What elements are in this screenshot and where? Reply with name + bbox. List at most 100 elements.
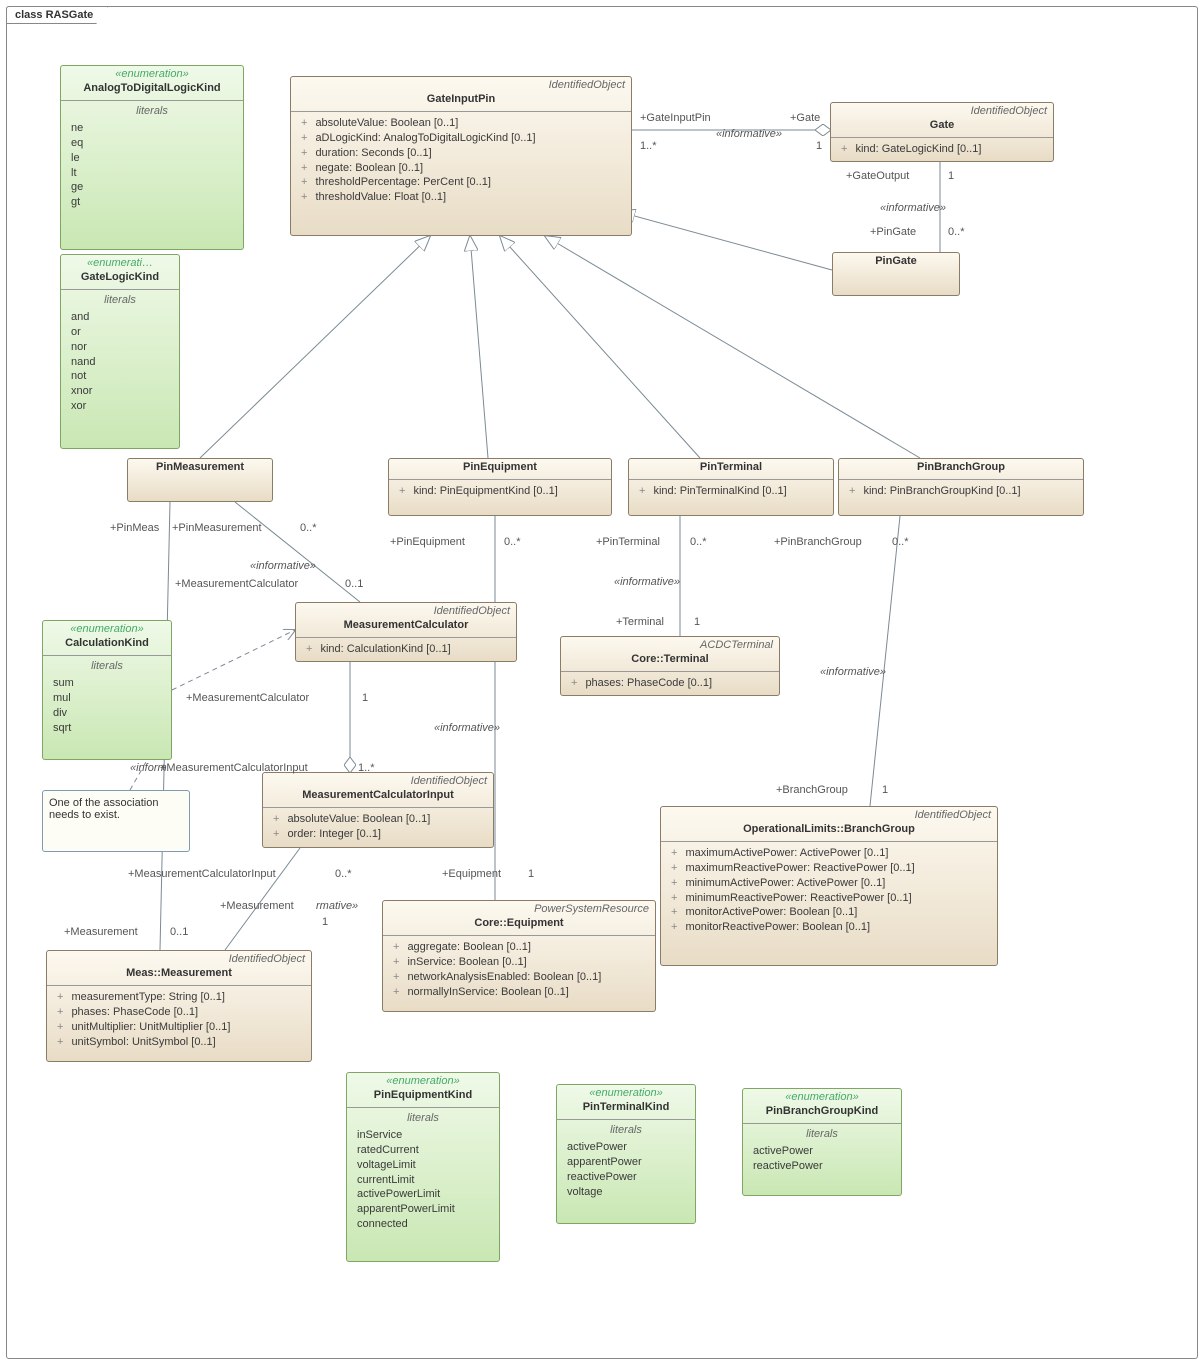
edge-label: +MeasurementCalculatorInput bbox=[128, 868, 276, 880]
attributes-list: activePowerapparentPowerreactivePowervol… bbox=[557, 1138, 695, 1205]
class-title: CalculationKind bbox=[43, 635, 171, 653]
attributes-list: andornornandnotxnorxor bbox=[61, 308, 179, 420]
superclass-label: ACDCTerminal bbox=[561, 637, 779, 651]
attributes-list: +phases: PhaseCode [0..1] bbox=[561, 674, 779, 696]
superclass-label: IdentifiedObject bbox=[263, 773, 493, 787]
attributes-list: inServiceratedCurrentvoltageLimitcurrent… bbox=[347, 1126, 499, 1238]
section-label: literals bbox=[743, 1126, 901, 1142]
superclass-label: IdentifiedObject bbox=[47, 951, 311, 965]
edge-label: +Terminal bbox=[616, 616, 664, 628]
edge-label: «informative» bbox=[614, 576, 680, 588]
edge-label: «informative» bbox=[250, 560, 316, 572]
edge-label: +Equipment bbox=[442, 868, 501, 880]
uml-class-PinGate: PinGate bbox=[832, 252, 960, 296]
class-title: MeasurementCalculatorInput bbox=[263, 787, 493, 805]
edge-label: 1..* bbox=[640, 140, 657, 152]
superclass-label: IdentifiedObject bbox=[661, 807, 997, 821]
class-title: GateInputPin bbox=[291, 91, 631, 109]
edge-label: +PinBranchGroup bbox=[774, 536, 862, 548]
edge-label: 1 bbox=[528, 868, 534, 880]
edge-label: 0..* bbox=[300, 522, 317, 534]
uml-class-diagram: class RASGate «enumeration»AnalogToDigit… bbox=[0, 0, 1204, 1365]
stereotype-label: «enumeration» bbox=[61, 66, 243, 80]
edge-label: +MeasurementCalculatorInput bbox=[160, 762, 308, 774]
class-title: PinBranchGroup bbox=[839, 459, 1083, 477]
edge-label: 1..* bbox=[358, 762, 375, 774]
class-title: PinTerminalKind bbox=[557, 1099, 695, 1117]
edge-label: +PinGate bbox=[870, 226, 916, 238]
uml-class-CoreEquipment: PowerSystemResourceCore::Equipment+aggre… bbox=[382, 900, 656, 1012]
uml-enum-PinEquipmentKind: «enumeration»PinEquipmentKindliteralsinS… bbox=[346, 1072, 500, 1262]
edge-label: 0..* bbox=[504, 536, 521, 548]
uml-class-MeasMeasurement: IdentifiedObjectMeas::Measurement+measur… bbox=[46, 950, 312, 1062]
edge-label: +PinEquipment bbox=[390, 536, 465, 548]
edge-label: 1 bbox=[322, 916, 328, 928]
class-title: PinEquipmentKind bbox=[347, 1087, 499, 1105]
stereotype-label: «enumerati… bbox=[61, 255, 179, 269]
class-title: PinGate bbox=[833, 253, 959, 271]
uml-class-CoreTerminal: ACDCTerminalCore::Terminal+phases: Phase… bbox=[560, 636, 780, 696]
edge-label: +MeasurementCalculator bbox=[186, 692, 309, 704]
attributes-list: +kind: GateLogicKind [0..1] bbox=[831, 140, 1053, 162]
uml-class-PinEquipment: PinEquipment+kind: PinEquipmentKind [0..… bbox=[388, 458, 612, 516]
uml-enum-PinTerminalKind: «enumeration»PinTerminalKind literalsacti… bbox=[556, 1084, 696, 1224]
edge-label: +Gate bbox=[790, 112, 820, 124]
diagram-title: class RASGate bbox=[6, 6, 108, 24]
superclass-label: IdentifiedObject bbox=[831, 103, 1053, 117]
uml-enum-GateLogicKind: «enumerati…GateLogicKind literalsandornor… bbox=[60, 254, 180, 449]
attributes-list: +absoluteValue: Boolean [0..1]+aDLogicKi… bbox=[291, 114, 631, 211]
edge-label: +PinMeasurement bbox=[172, 522, 262, 534]
edge-label: 0..1 bbox=[170, 926, 188, 938]
edge-label: 0..1 bbox=[345, 578, 363, 590]
edge-label: rmative» bbox=[316, 900, 358, 912]
edge-label: 1 bbox=[948, 170, 954, 182]
uml-class-MeasurementCalculatorInput: IdentifiedObjectMeasurementCalculatorInp… bbox=[262, 772, 494, 848]
edge-label: 0..* bbox=[892, 536, 909, 548]
attributes-list: neeqleltgegt bbox=[61, 119, 243, 216]
edge-label: +GateOutput bbox=[846, 170, 909, 182]
stereotype-label: «enumeration» bbox=[43, 621, 171, 635]
uml-class-BranchGroup: IdentifiedObjectOperationalLimits::Branc… bbox=[660, 806, 998, 966]
class-title: AnalogToDigitalLogicKind bbox=[61, 80, 243, 98]
uml-class-MeasurementCalculator: IdentifiedObjectMeasurementCalculator+ki… bbox=[295, 602, 517, 662]
superclass-label: IdentifiedObject bbox=[291, 77, 631, 91]
edge-label: «informative» bbox=[434, 722, 500, 734]
uml-class-PinBranchGroup: PinBranchGroup +kind: PinBranchGroupKind … bbox=[838, 458, 1084, 516]
stereotype-label: «enumeration» bbox=[557, 1085, 695, 1099]
attributes-list: summuldivsqrt bbox=[43, 674, 171, 741]
uml-enum-PinBranchGroupKind: «enumeration»PinBranchGroupKindliteralsa… bbox=[742, 1088, 902, 1196]
edge-label: +BranchGroup bbox=[776, 784, 848, 796]
edge-label: +GateInputPin bbox=[640, 112, 711, 124]
attributes-list: +kind: PinBranchGroupKind [0..1] bbox=[839, 482, 1083, 505]
edge-label: +PinMeas bbox=[110, 522, 159, 534]
edge-label: 0..* bbox=[948, 226, 965, 238]
uml-class-GateInputPin: IdentifiedObjectGateInputPin +absoluteVal… bbox=[290, 76, 632, 236]
section-label: literals bbox=[61, 103, 243, 119]
class-title: PinEquipment bbox=[389, 459, 611, 477]
attributes-list: +measurementType: String [0..1]+phases: … bbox=[47, 988, 311, 1055]
class-title: Gate bbox=[831, 117, 1053, 135]
class-title: OperationalLimits::BranchGroup bbox=[661, 821, 997, 839]
section-label: literals bbox=[43, 658, 171, 674]
attributes-list: +maximumActivePower: ActivePower [0..1]+… bbox=[661, 844, 997, 941]
edge-label: 1 bbox=[816, 140, 822, 152]
edge-label: +PinTerminal bbox=[596, 536, 660, 548]
class-title: PinBranchGroupKind bbox=[743, 1103, 901, 1121]
class-title: PinMeasurement bbox=[128, 459, 272, 477]
class-title: Meas::Measurement bbox=[47, 965, 311, 983]
class-title: MeasurementCalculator bbox=[296, 617, 516, 635]
edge-label: 0..* bbox=[690, 536, 707, 548]
class-title: Core::Equipment bbox=[383, 915, 655, 933]
class-title: GateLogicKind bbox=[61, 269, 179, 287]
attributes-list: +absoluteValue: Boolean [0..1]+order: In… bbox=[263, 810, 493, 848]
uml-class-Gate: IdentifiedObjectGate +kind: GateLogicKind… bbox=[830, 102, 1054, 162]
attributes-list: +aggregate: Boolean [0..1]+inService: Bo… bbox=[383, 938, 655, 1005]
edge-label: «informative» bbox=[820, 666, 886, 678]
class-title: PinTerminal bbox=[629, 459, 833, 477]
edge-label: 0..* bbox=[335, 868, 352, 880]
section-label: literals bbox=[347, 1110, 499, 1126]
uml-class-PinMeasurement: PinMeasurement bbox=[127, 458, 273, 502]
section-label: literals bbox=[557, 1122, 695, 1138]
superclass-label: IdentifiedObject bbox=[296, 603, 516, 617]
section-label: literals bbox=[61, 292, 179, 308]
